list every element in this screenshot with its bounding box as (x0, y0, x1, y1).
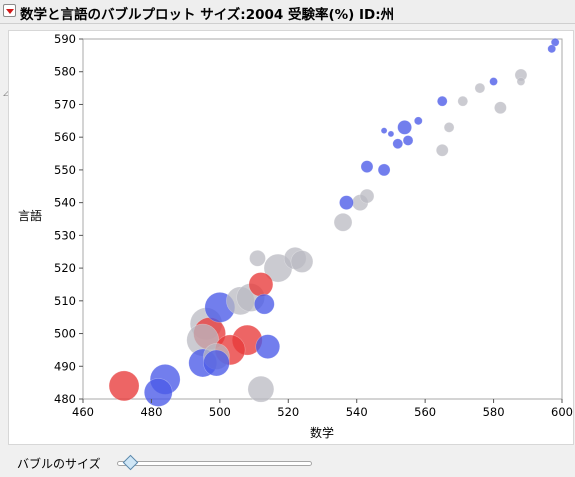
bubble-point[interactable] (489, 77, 498, 86)
bubble-point[interactable] (203, 349, 230, 377)
bubble-point[interactable] (377, 163, 391, 177)
bubble-point[interactable] (413, 116, 423, 126)
y-axis-label: 言語 (18, 208, 42, 223)
bubble-point[interactable] (333, 212, 353, 232)
bubble-point[interactable] (457, 95, 469, 107)
x-axis: 460 480 500 520 540 560 580 600 (72, 399, 573, 419)
bubble-point[interactable] (516, 77, 526, 86)
bubble-layer (108, 37, 560, 407)
bubble-size-label: バブルのサイズ (17, 457, 101, 471)
y-tick-label: 500 (54, 327, 76, 341)
bubble-point[interactable] (392, 138, 404, 150)
bubble-point[interactable] (436, 95, 448, 107)
bubble-point[interactable] (387, 130, 395, 138)
y-tick-label: 590 (54, 32, 76, 46)
y-tick-label: 520 (54, 261, 76, 275)
x-tick-label: 500 (209, 405, 231, 419)
bubble-point[interactable] (435, 143, 449, 157)
title-bar: 数学と言語のバブルプロット サイズ:2004 受験率(%) ID:州 (0, 0, 575, 24)
y-tick-label: 530 (54, 228, 76, 242)
bubble-point[interactable] (547, 44, 557, 54)
disclosure-triangle-icon[interactable] (3, 4, 16, 17)
bubble-point[interactable] (494, 101, 507, 115)
y-tick-label: 550 (54, 163, 76, 177)
y-tick-label: 570 (54, 97, 76, 111)
y-tick-label: 580 (54, 65, 76, 79)
bubble-size-slider[interactable] (117, 461, 312, 466)
y-tick-label: 490 (54, 359, 76, 373)
x-tick-label: 600 (551, 405, 573, 419)
x-tick-label: 560 (414, 405, 436, 419)
bubble-point[interactable] (380, 127, 388, 134)
bubble-point[interactable] (255, 334, 281, 359)
y-tick-label: 480 (54, 392, 76, 406)
x-tick-label: 520 (277, 405, 299, 419)
y-axis: 480 490 500 510 520 530 540 550 560 570 580 590 (54, 32, 83, 406)
x-tick-label: 580 (483, 405, 505, 419)
x-axis-label: 数学 (310, 425, 334, 440)
y-tick-label: 510 (54, 294, 76, 308)
bubble-point[interactable] (248, 272, 274, 297)
bubble-point[interactable] (108, 370, 140, 402)
bubble-point[interactable] (397, 120, 412, 135)
x-tick-label: 460 (72, 405, 94, 419)
y-tick-label: 560 (54, 130, 76, 144)
bubble-point[interactable] (550, 37, 560, 47)
bubble-point[interactable] (249, 249, 266, 267)
bubble-point[interactable] (443, 122, 455, 133)
y-tick-label: 540 (54, 196, 76, 210)
plot-area (82, 38, 563, 400)
bubble-point[interactable] (254, 293, 275, 315)
bubble-point[interactable] (290, 250, 314, 273)
x-tick-label: 540 (346, 405, 368, 419)
bubble-point[interactable] (247, 375, 275, 403)
bubble-point[interactable] (339, 195, 354, 210)
report-title: 数学と言語のバブルプロット サイズ:2004 受験率(%) ID:州 (20, 7, 395, 23)
bubble-point[interactable] (359, 188, 375, 204)
x-tick-label: 480 (140, 405, 162, 419)
bubble-point[interactable] (360, 160, 374, 173)
bubble-point[interactable] (143, 378, 173, 407)
bubble-point[interactable] (474, 82, 486, 94)
bubble-point[interactable] (402, 135, 414, 146)
resize-grip-icon[interactable]: ◿ (3, 88, 10, 98)
